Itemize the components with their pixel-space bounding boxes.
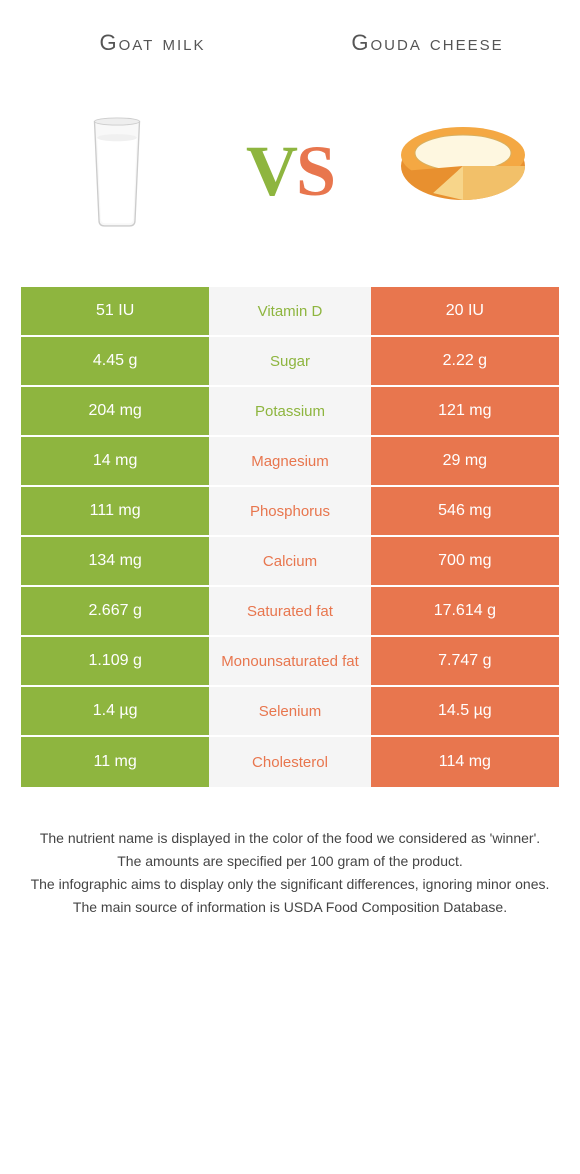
left-value: 134 mg	[21, 537, 209, 585]
left-food-image	[42, 96, 192, 246]
nutrient-label: Vitamin D	[209, 287, 370, 335]
left-value: 111 mg	[21, 487, 209, 535]
table-row: 11 mgCholesterol114 mg	[21, 737, 559, 787]
cheese-wheel-icon	[393, 111, 533, 231]
nutrient-label: Magnesium	[209, 437, 370, 485]
milk-glass-icon	[72, 111, 162, 231]
images-row: VS	[0, 66, 580, 286]
left-value: 4.45 g	[21, 337, 209, 385]
right-value: 17.614 g	[371, 587, 559, 635]
table-row: 4.45 gSugar2.22 g	[21, 337, 559, 387]
nutrient-label: Phosphorus	[209, 487, 370, 535]
table-row: 2.667 gSaturated fat17.614 g	[21, 587, 559, 637]
table-row: 1.109 gMonounsaturated fat7.747 g	[21, 637, 559, 687]
vs-s: S	[296, 130, 334, 213]
nutrient-label: Potassium	[209, 387, 370, 435]
right-food-title: Gouda cheese	[315, 30, 540, 56]
left-food-title: Goat milk	[40, 30, 265, 56]
left-value: 204 mg	[21, 387, 209, 435]
table-row: 1.4 µgSelenium14.5 µg	[21, 687, 559, 737]
nutrient-label: Cholesterol	[209, 737, 370, 787]
table-row: 14 mgMagnesium29 mg	[21, 437, 559, 487]
footer-line: The infographic aims to display only the…	[30, 874, 550, 895]
table-row: 204 mgPotassium121 mg	[21, 387, 559, 437]
left-value: 51 IU	[21, 287, 209, 335]
header: Goat milk Gouda cheese	[0, 0, 580, 66]
right-value: 114 mg	[371, 737, 559, 787]
footer-line: The nutrient name is displayed in the co…	[30, 828, 550, 849]
right-value: 2.22 g	[371, 337, 559, 385]
left-value: 1.109 g	[21, 637, 209, 685]
table-row: 111 mgPhosphorus546 mg	[21, 487, 559, 537]
right-value: 20 IU	[371, 287, 559, 335]
nutrient-label: Sugar	[209, 337, 370, 385]
vs-v: V	[246, 130, 296, 213]
nutrient-table: 51 IUVitamin D20 IU4.45 gSugar2.22 g204 …	[20, 286, 560, 788]
nutrient-label: Selenium	[209, 687, 370, 735]
right-food-image	[388, 96, 538, 246]
left-value: 2.667 g	[21, 587, 209, 635]
footer-line: The amounts are specified per 100 gram o…	[30, 851, 550, 872]
right-value: 700 mg	[371, 537, 559, 585]
table-row: 51 IUVitamin D20 IU	[21, 287, 559, 337]
right-value: 14.5 µg	[371, 687, 559, 735]
nutrient-label: Calcium	[209, 537, 370, 585]
left-value: 14 mg	[21, 437, 209, 485]
table-row: 134 mgCalcium700 mg	[21, 537, 559, 587]
vs-label: VS	[246, 130, 334, 213]
left-value: 1.4 µg	[21, 687, 209, 735]
nutrient-label: Monounsaturated fat	[209, 637, 370, 685]
right-value: 29 mg	[371, 437, 559, 485]
footer-line: The main source of information is USDA F…	[30, 897, 550, 918]
right-value: 7.747 g	[371, 637, 559, 685]
right-value: 121 mg	[371, 387, 559, 435]
nutrient-label: Saturated fat	[209, 587, 370, 635]
footer-notes: The nutrient name is displayed in the co…	[0, 788, 580, 960]
left-value: 11 mg	[21, 737, 209, 787]
right-value: 546 mg	[371, 487, 559, 535]
